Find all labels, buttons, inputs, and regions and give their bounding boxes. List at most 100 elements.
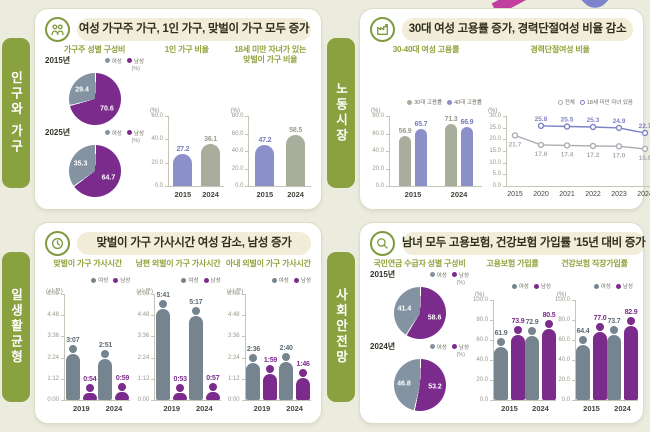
y-tick-mark bbox=[165, 139, 168, 141]
value-label: 1:46 bbox=[296, 360, 310, 368]
y-tick-mark bbox=[572, 400, 575, 401]
value-label: 0:53 bbox=[173, 376, 187, 384]
legend: 여성 남성 bbox=[511, 282, 551, 290]
person-bar bbox=[205, 383, 220, 400]
legend-item: 여성 bbox=[104, 129, 122, 137]
y-tick-label: 80.0 bbox=[476, 317, 488, 323]
bar-wrapper: 0:54 bbox=[82, 376, 97, 400]
legend-row: 여성 남성 bbox=[135, 276, 221, 284]
y-tick-label: 40.0 bbox=[558, 357, 570, 363]
chart-housework-husband-earner: 남편 외벌이 가구 가사시간 여성 남성 (시:분) 6:00 4:48 3:36 2:24 1… bbox=[135, 259, 221, 414]
legend-dot-marker bbox=[293, 277, 299, 283]
x-tick-label: 2024 bbox=[105, 404, 123, 413]
person-bar bbox=[624, 317, 638, 400]
pie-slice-label: 58.6 bbox=[427, 314, 442, 322]
tab-label: 사회안전망 bbox=[333, 288, 348, 366]
pie-year-label: 2024년 bbox=[370, 342, 396, 352]
legend-ring-marker bbox=[557, 99, 563, 105]
legend-item: 여성 bbox=[91, 276, 108, 284]
legend-dot-marker bbox=[104, 130, 110, 136]
chart-subtitle: 맞벌이 가구 가사시간 bbox=[53, 259, 122, 268]
svg-text:2020: 2020 bbox=[533, 191, 549, 198]
person-bar bbox=[607, 326, 621, 400]
y-tick-label: 4:48 bbox=[227, 312, 240, 319]
y-tick-label: 1:12 bbox=[227, 375, 240, 382]
y-tick-mark bbox=[241, 294, 245, 295]
svg-text:15.9: 15.9 bbox=[639, 155, 650, 162]
y-tick-label: 4:48 bbox=[47, 312, 59, 319]
person-bar bbox=[156, 299, 171, 400]
legend-item: 여성 bbox=[271, 276, 289, 284]
y-tick-mark bbox=[503, 116, 506, 117]
y-tick-label: 10.0 bbox=[489, 159, 501, 166]
person-body bbox=[296, 377, 311, 400]
y-tick-label: 0.0 bbox=[561, 397, 570, 403]
svg-text:2021: 2021 bbox=[559, 191, 575, 198]
person-head bbox=[610, 326, 618, 335]
bar bbox=[255, 144, 275, 186]
y-tick-label: 0:00 bbox=[137, 397, 150, 403]
panel-title: 남녀 모두 고용보험, 건강보험 가입률 '15년 대비 증가 bbox=[402, 232, 646, 255]
svg-text:2024: 2024 bbox=[637, 191, 650, 198]
chart-subtitle: 1인 가구 비율 bbox=[164, 45, 209, 54]
person-head bbox=[159, 299, 168, 308]
plot-wrap: 100.0 80.0 60.0 40.0 20.0 0.0 64.4 77.0 2015 73.7… bbox=[555, 297, 638, 413]
bar-wrapper: 1:59 bbox=[263, 357, 278, 400]
bar bbox=[286, 134, 306, 186]
bar-category: 64.4 77.0 2015 bbox=[576, 300, 607, 413]
chart-area: 전체 18세 미만 자녀 있음 (%) 30.0 25.0 20.0 15.0 10.0 5.0… bbox=[487, 98, 650, 200]
bar-category: 27.2 2015 bbox=[173, 116, 193, 199]
chart-career-interrupted-women: 경력단절여성 비율 전체 18세 미만 자녀 있음 (%) 30.0 25.0 20.0 15… bbox=[487, 45, 650, 200]
chart-employment-rate-30s-40s: 30-40대 여성 고용률 30대 고용률 40대 고용률 (%) 80.0 60.0 40… bbox=[370, 45, 482, 200]
legend-item: 30대 고용률 bbox=[407, 98, 442, 106]
person-head bbox=[266, 364, 275, 373]
legend-dot-marker bbox=[447, 99, 453, 105]
legend-row: 전체 18세 미만 자녀 있음 bbox=[487, 98, 633, 106]
y-tick-mark bbox=[151, 378, 155, 380]
legend-item: 여성 bbox=[593, 282, 611, 290]
bar-category: 71.3 66.9 2024 bbox=[445, 116, 474, 199]
y-tick-mark bbox=[151, 336, 155, 338]
x-tick-label: 2015 bbox=[404, 190, 422, 199]
y-tick-label: 2:24 bbox=[47, 354, 59, 361]
legend-label: 남성 bbox=[120, 278, 131, 284]
y-tick-label: 4:48 bbox=[137, 312, 150, 319]
chart-area: 여성 남성 (시:분) 6:00 4:48 3:36 2:24 1:12 0:00 3:07 0:5… bbox=[45, 276, 131, 414]
svg-text:24.9: 24.9 bbox=[613, 118, 626, 125]
axis-unit: (시:분) bbox=[136, 289, 154, 295]
y-tick-mark bbox=[503, 174, 506, 176]
person-bar bbox=[188, 306, 203, 400]
y-tick-label: 1:12 bbox=[47, 375, 59, 382]
value-label: 82.9 bbox=[624, 309, 638, 317]
y-tick-label: 3:36 bbox=[47, 333, 59, 340]
value-label: 77.0 bbox=[593, 315, 607, 322]
legend-label: 남성 bbox=[133, 130, 144, 137]
y-tick-label: 100.0 bbox=[472, 297, 488, 303]
legend-row: 여성 남성 bbox=[474, 282, 551, 290]
person-head bbox=[208, 383, 217, 392]
panel-body: 맞벌이 가구 가사시간 여성 남성 (시:분) 6:00 4:48 3:36 2:24 1:12… bbox=[45, 259, 311, 414]
chart-subtitle: 30-40대 여성 고용률 bbox=[392, 45, 460, 54]
bar-category: 2:36 1:59 2019 bbox=[246, 294, 278, 413]
plot-area: 64.4 77.0 2015 73.7 82.9 2024 bbox=[575, 300, 638, 413]
chart-housework-wife-earner: 아내 외벌이 가구 가사시간 여성 남성 (시:분) 6:00 4:48 3:36 2:24 1… bbox=[226, 259, 311, 414]
y-tick-label: 80.0 bbox=[372, 113, 384, 119]
legend-dot-marker bbox=[615, 283, 621, 289]
svg-text:25.5: 25.5 bbox=[561, 117, 574, 124]
pie-year-label: 2025년 bbox=[45, 128, 71, 138]
plot-wrap: 60.0 40.0 20.0 0.0 27.2 2015 36.1 2024 bbox=[149, 113, 225, 199]
legend: 여성 남성 bbox=[429, 343, 469, 351]
bar-wrapper: 56.9 bbox=[399, 128, 412, 186]
y-tick-label: 6:00 bbox=[137, 291, 150, 297]
value-label: 65.7 bbox=[414, 120, 428, 128]
axis-unit: (%) bbox=[150, 108, 160, 114]
person-bar bbox=[98, 349, 113, 400]
bar-category: 56.9 65.7 2015 bbox=[399, 116, 428, 199]
y-axis: 6:00 4:48 3:36 2:24 1:12 0:00 bbox=[226, 291, 245, 403]
legend-dot-marker bbox=[104, 58, 110, 64]
bar-wrapper: 61.9 bbox=[494, 330, 508, 400]
pie-header-row: 2015년 여성 남성 bbox=[370, 269, 469, 280]
tab-label: 일생활균형 bbox=[8, 288, 23, 366]
legend-label: 40대 고용률 bbox=[454, 100, 482, 106]
factory-icon bbox=[370, 17, 395, 42]
